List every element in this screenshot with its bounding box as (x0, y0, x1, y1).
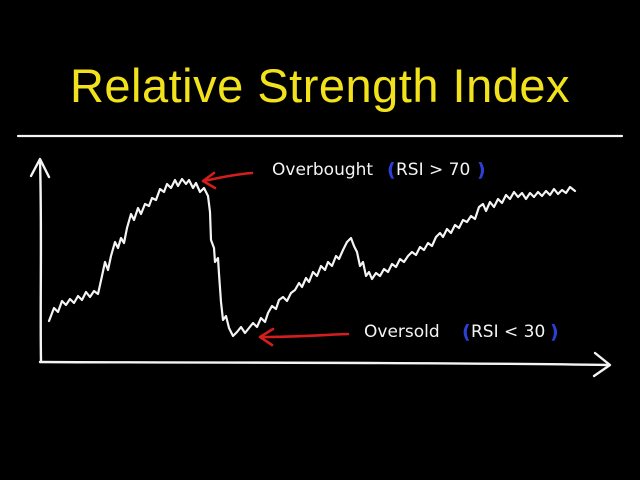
price-line (49, 179, 575, 336)
overbought-close-paren: ) (477, 159, 486, 181)
overbought-label: Overbought (272, 160, 373, 180)
oversold-arrow (261, 334, 348, 337)
overbought-condition: RSI > 70 (396, 160, 470, 180)
oversold-label: Oversold (364, 322, 440, 342)
x-axis (40, 362, 609, 365)
oversold-close-paren: ) (550, 321, 559, 343)
y-axis (40, 160, 41, 362)
oversold-open-paren: ( (462, 321, 471, 343)
overbought-open-paren: ( (387, 159, 396, 181)
oversold-condition: RSI < 30 (471, 322, 545, 342)
